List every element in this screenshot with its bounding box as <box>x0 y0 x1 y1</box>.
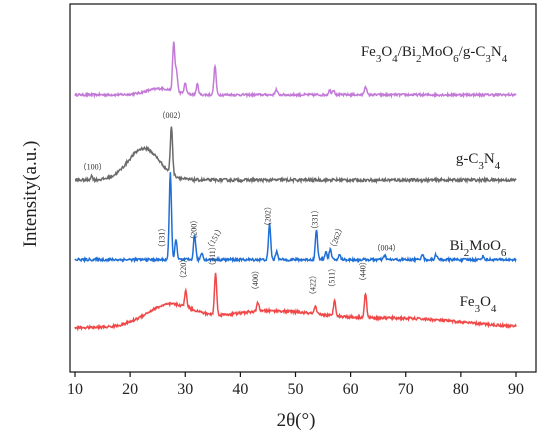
series-line-1 <box>74 126 517 185</box>
x-tick-label-8: 90 <box>508 381 524 398</box>
plane-label-2-5: （262） <box>328 223 346 252</box>
series-label-1: g-C3N4 <box>456 151 501 172</box>
plot-frame <box>69 3 537 373</box>
series-line-2 <box>74 172 517 264</box>
plane-label-1-0: （100） <box>79 163 107 172</box>
series-line-3 <box>74 272 517 332</box>
plane-label-2-0: （131） <box>157 224 166 252</box>
axis-layer: 10 20 30 40 50 60 70 80 90 <box>67 3 537 398</box>
x-axis-label: 2θ(°) <box>277 410 316 431</box>
plane-label-1-1: （002） <box>158 111 186 120</box>
series-layer <box>74 41 517 332</box>
plane-label-3-1: （311） <box>208 242 217 270</box>
annotation-layer: Fe3O4/Bi2MoO6/g-C3N4 g-C3N4 （100） （002） Bi2M… <box>79 44 508 315</box>
plane-label-2-4: （331） <box>311 206 320 234</box>
plane-label-3-4: （511） <box>328 264 337 292</box>
x-tick-label-1: 20 <box>122 381 138 398</box>
series-label-0: Fe3O4/Bi2MoO6/g-C3N4 <box>361 44 508 65</box>
x-tick-label-4: 50 <box>288 381 304 398</box>
plane-label-2-1: （200） <box>189 216 198 244</box>
x-tick-label-6: 70 <box>398 381 414 398</box>
x-tick-label-5: 60 <box>343 381 359 398</box>
plane-label-3-3: （422） <box>308 271 317 299</box>
y-axis-label: Intensity(a.u.) <box>20 141 41 248</box>
x-tick-label-2: 30 <box>177 381 193 398</box>
plane-label-2-6: （004） <box>373 243 401 252</box>
plane-label-2-3: （202） <box>264 202 273 230</box>
plane-label-3-2: （400） <box>251 266 260 294</box>
series-label-2: Bi2MoO6 <box>450 238 507 259</box>
series-line-0 <box>74 41 517 99</box>
plane-label-3-0: （220） <box>179 255 188 283</box>
x-tick-label-0: 10 <box>67 381 83 398</box>
x-tick-label-3: 40 <box>232 381 248 398</box>
x-tick-label-7: 80 <box>453 381 469 398</box>
plane-label-3-5: （440） <box>359 257 368 285</box>
series-label-3: Fe3O4 <box>460 294 497 315</box>
